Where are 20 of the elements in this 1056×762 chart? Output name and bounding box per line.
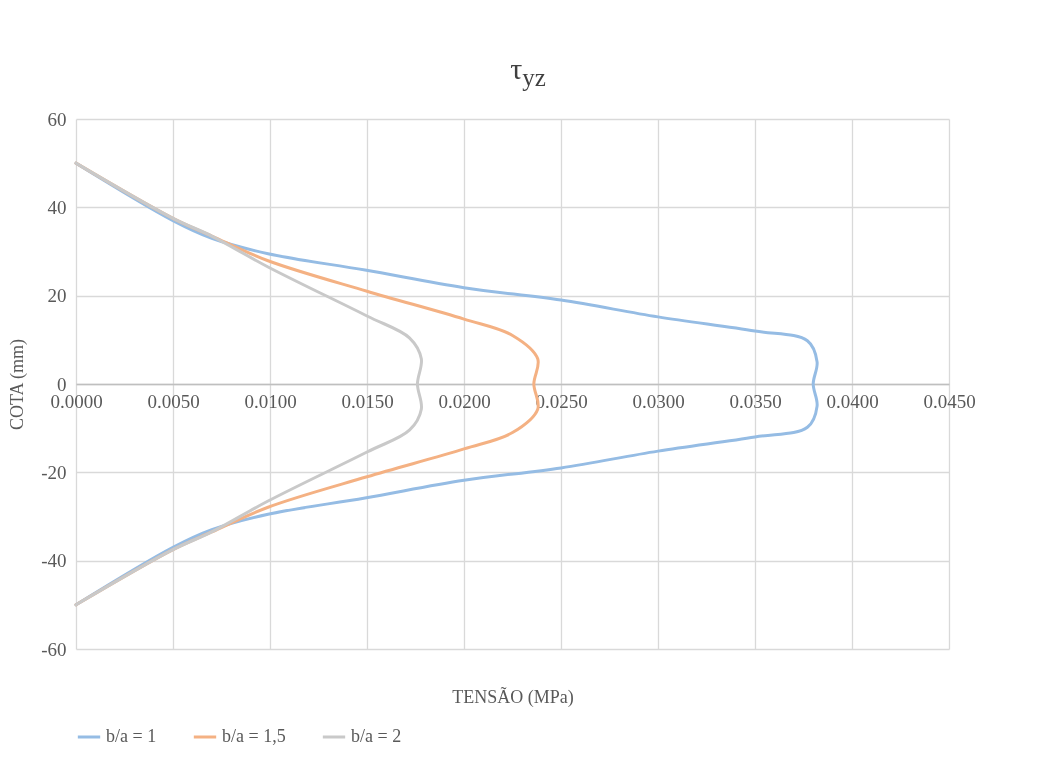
legend-label: b/a = 1 — [106, 726, 157, 746]
x-tick-label: 0.0100 — [244, 390, 297, 412]
x-tick-label: 0.0200 — [438, 390, 491, 412]
x-tick-label: 0.0050 — [147, 390, 200, 412]
y-tick-label: 60 — [47, 108, 67, 130]
legend-label: b/a = 1,5 — [222, 726, 286, 746]
y-tick-label: -20 — [41, 461, 67, 483]
y-tick-label: -60 — [41, 638, 67, 660]
y-axis-title: COTA (mm) — [7, 338, 29, 431]
y-tick-label: -40 — [41, 550, 67, 572]
legend-label: b/a = 2 — [351, 726, 402, 746]
x-tick-label: 0.0400 — [826, 390, 879, 412]
x-tick-label: 0.0300 — [632, 390, 685, 412]
x-tick-label: 0.0350 — [729, 390, 782, 412]
x-tick-label: 0.0450 — [923, 390, 976, 412]
y-tick-label: 20 — [47, 285, 67, 307]
x-axis-title: TENSÃO (MPa) — [452, 685, 574, 708]
x-tick-label: 0.0150 — [341, 390, 394, 412]
chart-title: τ$_{yz}$ — [509, 52, 547, 92]
y-tick-label: 40 — [47, 196, 67, 218]
